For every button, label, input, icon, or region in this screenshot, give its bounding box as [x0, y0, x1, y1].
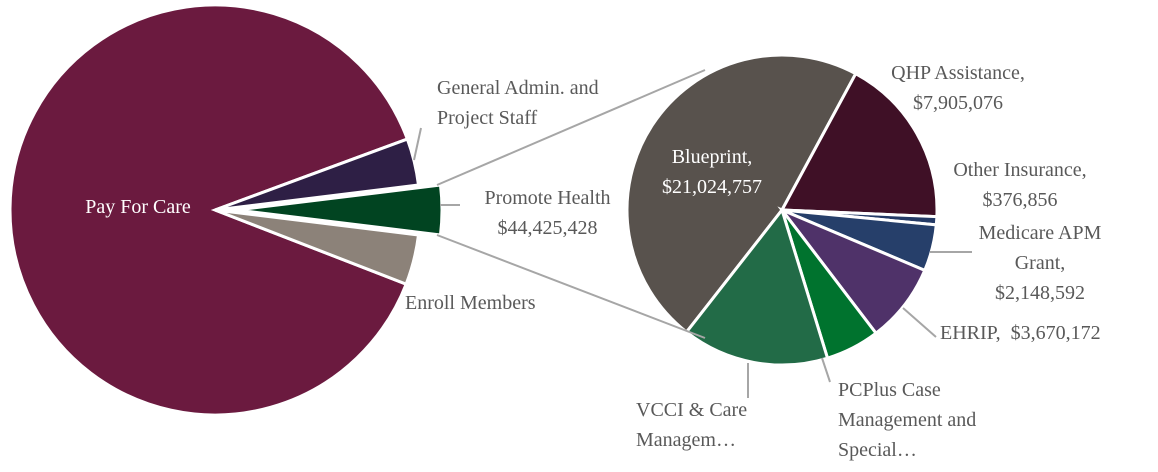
data-label: Other Insurance, $376,856	[925, 155, 1115, 215]
data-label: General Admin. and Project Staff	[437, 73, 622, 133]
data-label: EHRIP, $3,670,172	[940, 318, 1155, 348]
data-label: PCPlus Case Management and Special…	[838, 375, 988, 465]
slice-name: VCCI & Care Managem…	[636, 399, 748, 451]
data-label: QHP Assistance, $7,905,076	[873, 58, 1043, 118]
slice-value: $21,024,757	[662, 176, 762, 198]
slice-value: $7,905,076	[913, 92, 1003, 114]
slice-name: Other Insurance,	[953, 159, 1087, 181]
slice-name: Medicare APM Grant,	[978, 222, 1102, 274]
leader-line	[902, 307, 937, 338]
slice-name: Enroll Members	[405, 292, 536, 314]
slice-name: PCPlus Case Management and Special…	[838, 379, 977, 461]
slice-name: EHRIP,	[940, 322, 1001, 344]
pie-slice	[214, 137, 421, 212]
leader-line	[821, 357, 831, 383]
slice-value: $376,856	[982, 189, 1058, 211]
pie-slice	[625, 53, 858, 335]
pie	[8, 3, 444, 417]
data-label: Blueprint, $21,024,757	[632, 142, 792, 202]
data-label: Medicare APM Grant, $2,148,592	[965, 218, 1115, 308]
data-label: Promote Health $44,425,428	[455, 183, 640, 243]
slice-name: Pay For Care	[85, 196, 191, 218]
slice-value: $44,425,428	[497, 217, 598, 239]
slice-name: Promote Health	[484, 187, 611, 209]
slice-name: General Admin. and Project Staff	[437, 77, 599, 129]
slice-value: $3,670,172	[1010, 322, 1101, 344]
slice-name: Blueprint,	[671, 146, 753, 168]
connector-line	[436, 234, 706, 339]
slice-value: $2,148,592	[995, 282, 1085, 304]
data-label: VCCI & Care Managem…	[636, 395, 786, 455]
pie-slice	[684, 206, 830, 367]
leader-line	[413, 127, 422, 161]
data-label: Enroll Members	[405, 288, 595, 318]
pie-slice	[779, 71, 939, 219]
data-label: Pay For Care	[58, 192, 218, 222]
pie-slice	[8, 3, 410, 417]
pie	[625, 53, 939, 367]
slice-name: QHP Assistance,	[891, 62, 1025, 84]
connectors	[413, 69, 972, 398]
pie-slice	[214, 208, 421, 287]
pie-slice	[236, 183, 444, 237]
connector-line	[436, 69, 706, 186]
